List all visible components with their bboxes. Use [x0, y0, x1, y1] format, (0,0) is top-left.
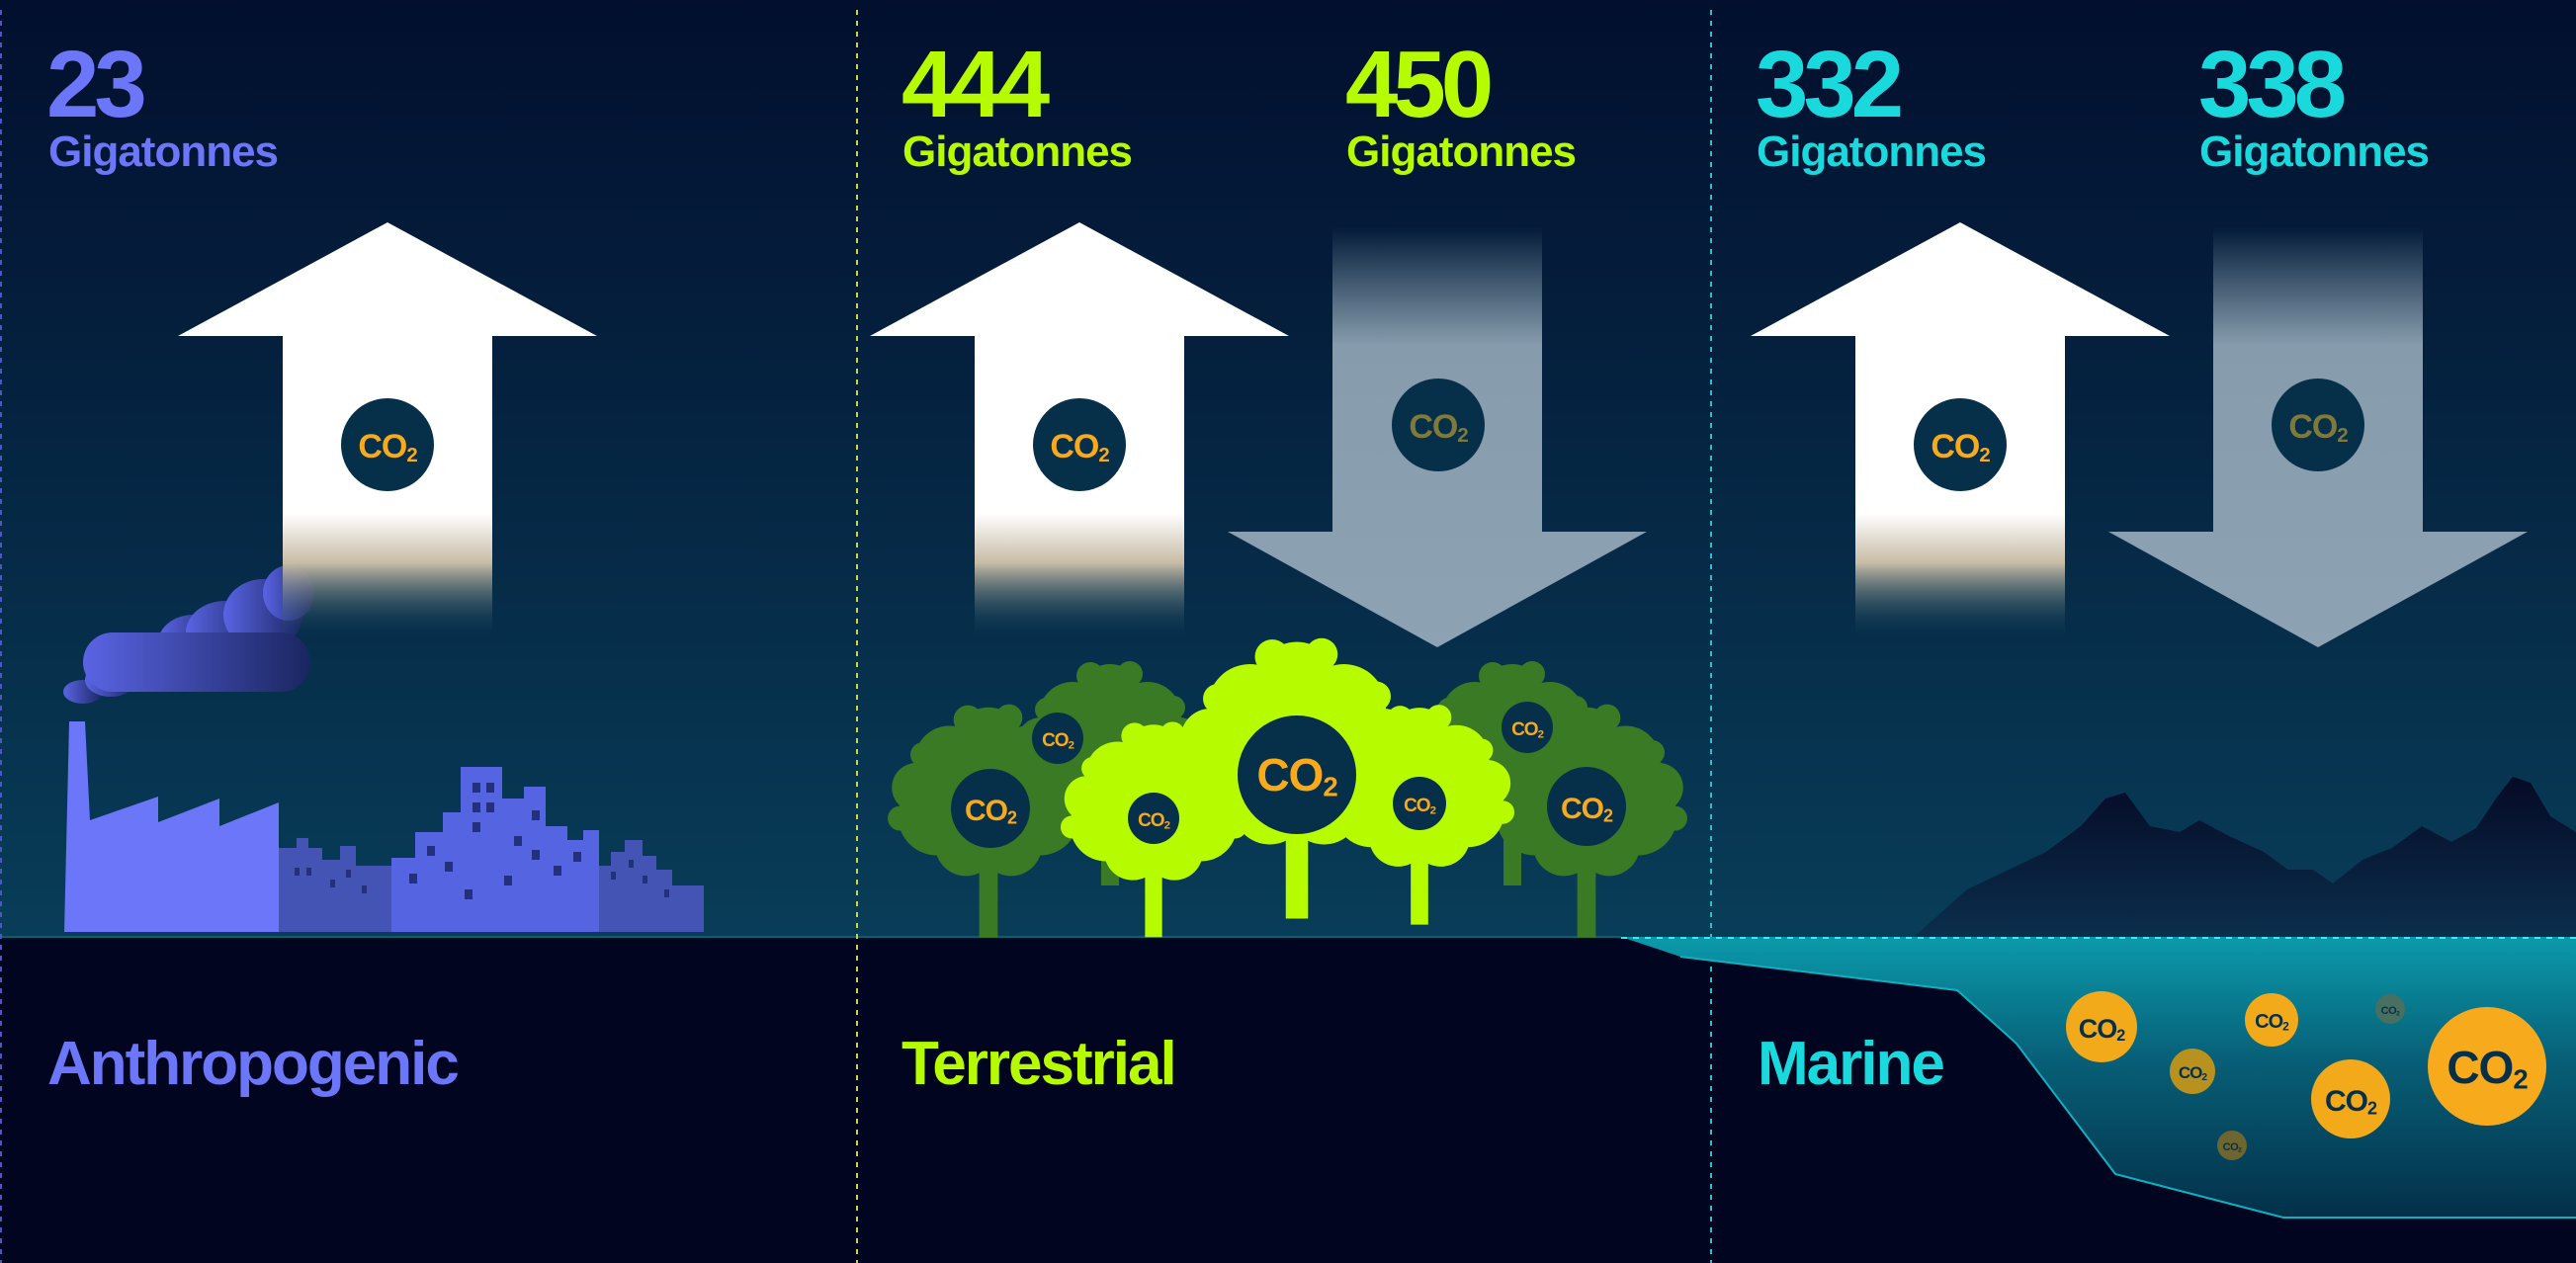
co2-bubble-icon: CO2 [2311, 1059, 2390, 1138]
svg-text:CO2: CO2 [965, 795, 1017, 828]
co2-bubble-icon: CO2 [1914, 398, 2007, 491]
co2-bubble-icon: CO2 [1238, 716, 1356, 834]
marine-down-value: 338 [2198, 32, 2347, 137]
svg-text:CO2: CO2 [2079, 1014, 2126, 1045]
co2-bubble-icon: CO2 [1033, 398, 1126, 491]
anthropogenic-up-value: 23 [46, 32, 147, 137]
co2-bubble-icon: CO2 [2170, 1049, 2215, 1094]
co2-bubble-icon: CO2 [2245, 993, 2298, 1047]
co2-bubble-icon: CO2 [1392, 379, 1485, 471]
marine-up-unit: Gigatonnes [1757, 127, 1987, 176]
terrestrial-up-unit: Gigatonnes [902, 127, 1133, 176]
category-anthropogenic: Anthropogenic [47, 1030, 460, 1098]
marine-up-value: 332 [1756, 32, 1904, 137]
svg-text:CO2: CO2 [358, 428, 417, 466]
smoke-cloud-icon [63, 565, 314, 704]
co2-bubble-icon: CO2 [1502, 702, 1553, 753]
category-marine: Marine [1758, 1030, 1945, 1098]
terrestrial-up-value: 444 [902, 32, 1050, 137]
anthropogenic-up-unit: Gigatonnes [48, 127, 279, 176]
svg-text:CO2: CO2 [2179, 1063, 2208, 1083]
co2-bubble-icon: CO2 [2066, 991, 2137, 1062]
svg-text:CO2: CO2 [1042, 730, 1074, 751]
ocean-icon [1621, 937, 2576, 1219]
co2-bubble-icon: CO2 [2428, 1007, 2546, 1126]
city-skyline-icon [279, 767, 704, 932]
co2-bubble-icon: CO2 [1032, 713, 1083, 764]
svg-text:CO2: CO2 [1050, 428, 1109, 466]
svg-text:CO2: CO2 [1256, 749, 1337, 802]
svg-text:CO2: CO2 [2447, 1042, 2528, 1095]
terrestrial-down-unit: Gigatonnes [1346, 127, 1577, 176]
mountain-icon [1912, 777, 2576, 939]
category-terrestrial: Terrestrial [902, 1030, 1177, 1098]
marine-down-unit: Gigatonnes [2199, 127, 2430, 176]
svg-text:CO2: CO2 [2325, 1085, 2377, 1119]
co2-bubble-icon: CO2 [2375, 994, 2405, 1024]
svg-text:CO2: CO2 [1409, 408, 1468, 447]
co2-bubble-icon: CO2 [1393, 777, 1446, 830]
svg-text:CO2: CO2 [2223, 1141, 2243, 1153]
svg-text:CO2: CO2 [1931, 428, 1990, 466]
svg-text:CO2: CO2 [2255, 1011, 2289, 1033]
svg-text:CO2: CO2 [2288, 408, 2348, 447]
terrestrial-down-value: 450 [1345, 32, 1494, 137]
svg-text:CO2: CO2 [2381, 1005, 2401, 1017]
co2-bubble-icon: CO2 [1128, 793, 1179, 844]
svg-text:CO2: CO2 [1561, 793, 1613, 826]
co2-bubble-icon: CO2 [2272, 379, 2364, 471]
svg-text:CO2: CO2 [1511, 719, 1544, 740]
factory-icon [64, 721, 279, 932]
co2-bubble-icon: CO2 [951, 769, 1030, 848]
svg-text:CO2: CO2 [1404, 796, 1436, 816]
co2-bubble-icon: CO2 [2217, 1131, 2247, 1160]
co2-bubble-icon: CO2 [1547, 767, 1626, 846]
svg-text:CO2: CO2 [1138, 810, 1170, 831]
co2-bubble-icon: CO2 [341, 398, 434, 491]
